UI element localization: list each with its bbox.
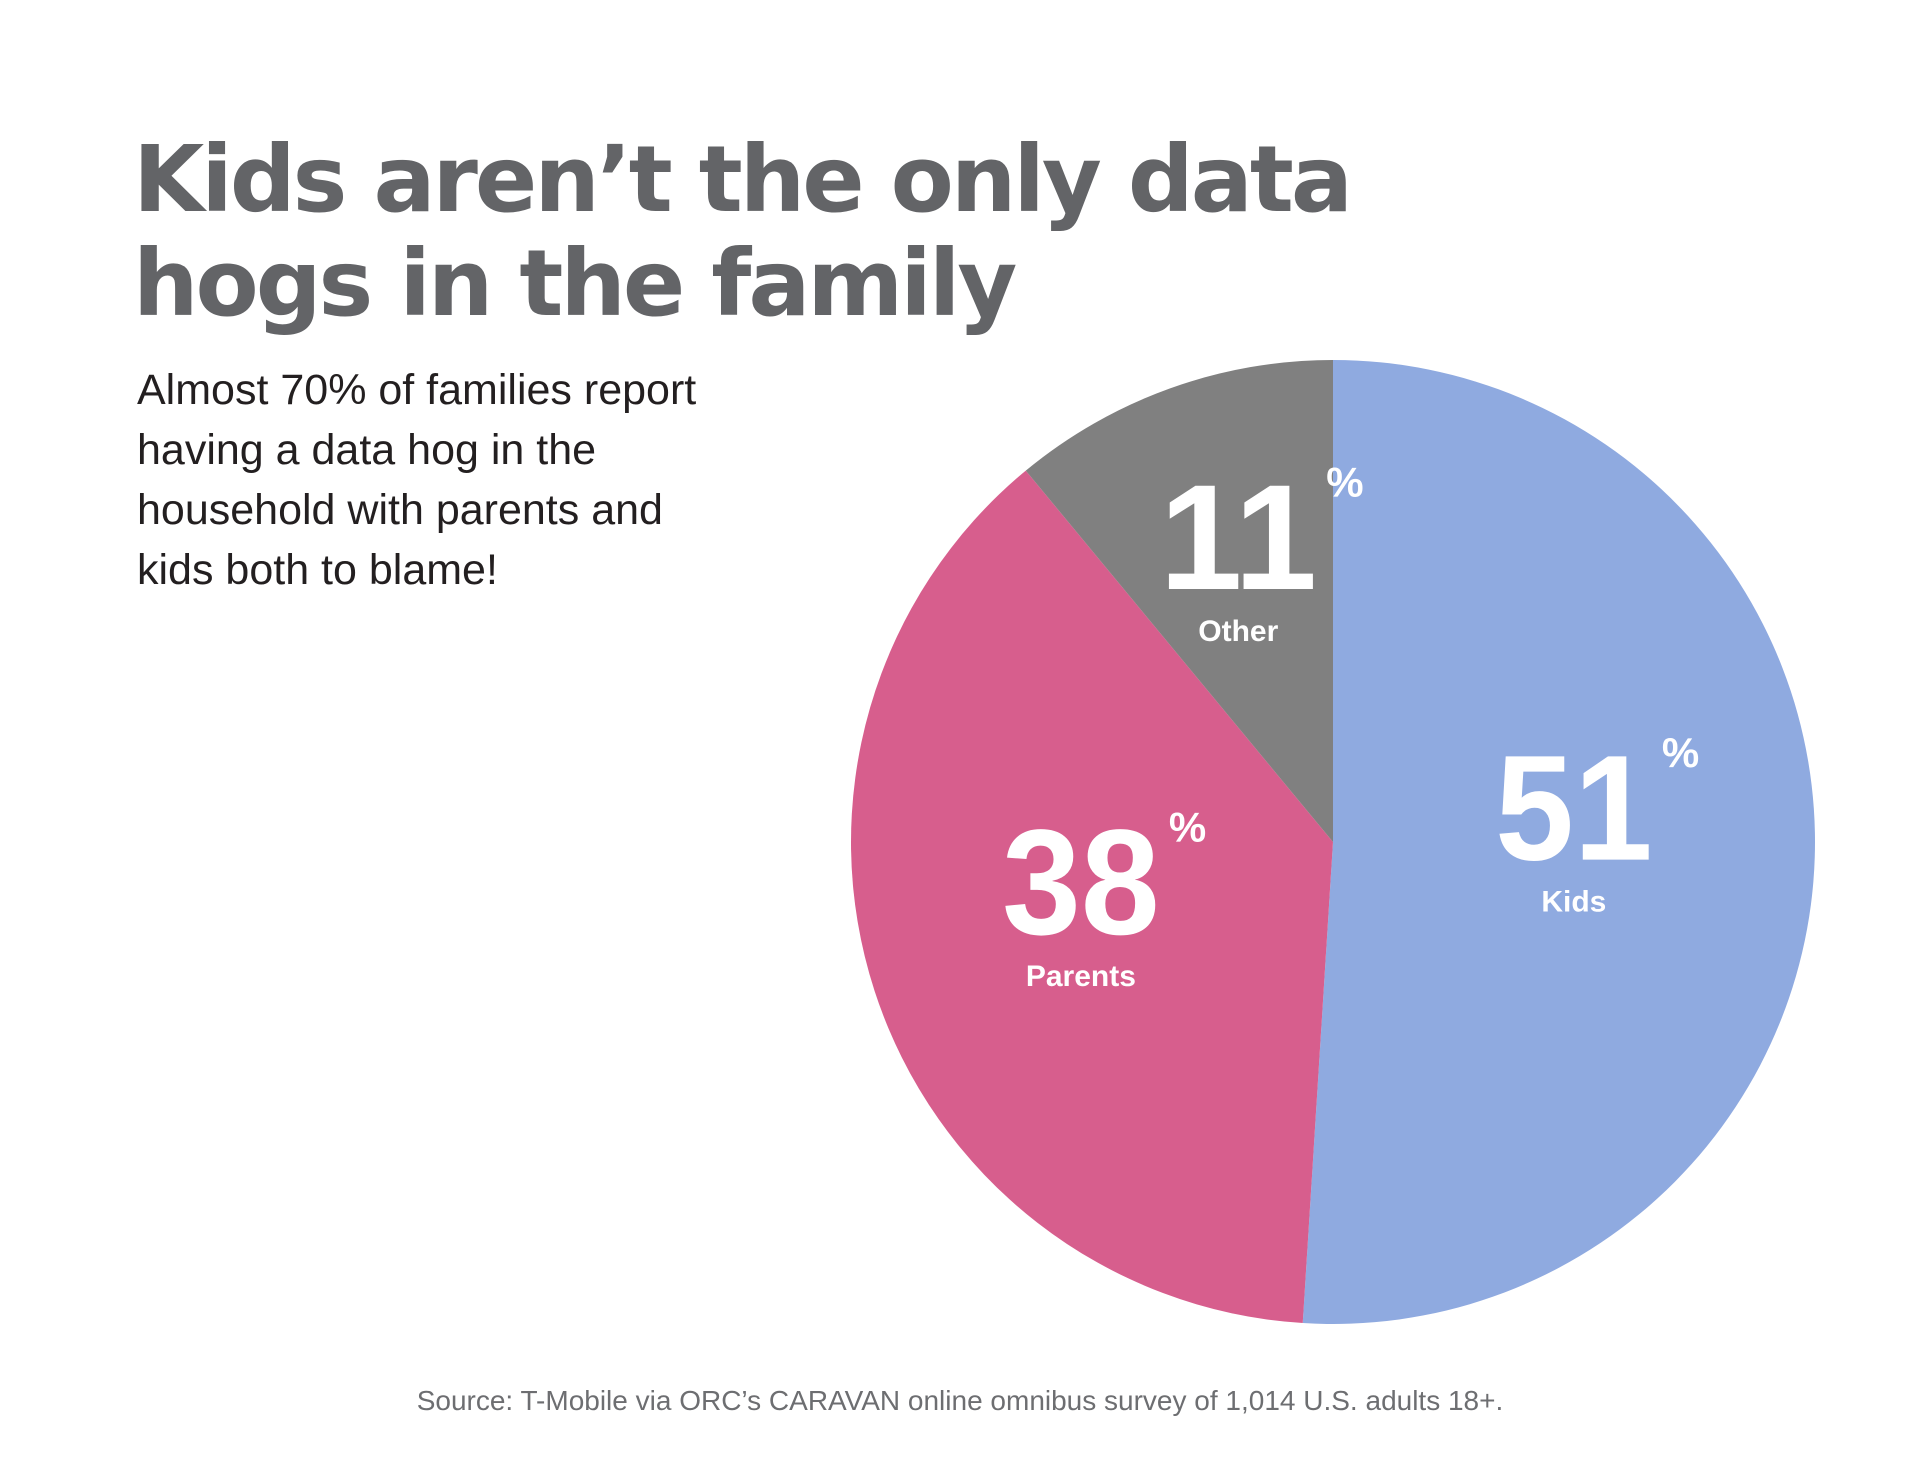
pie-slice-other — [1025, 360, 1333, 842]
slice-label-group-parents: 38 % Parents — [1002, 798, 1206, 993]
slice-unit-kids: % — [1662, 729, 1699, 776]
subtitle-line-1: Almost 70% of families report — [137, 366, 697, 414]
slice-label-other: Other — [1198, 615, 1278, 648]
slice-label-kids: Kids — [1541, 886, 1606, 919]
slice-value-parents: 38 — [1002, 798, 1160, 966]
pie-slice-kids — [1302, 360, 1815, 1324]
title-line-2: hogs in the family — [133, 230, 1017, 337]
slice-label-group-other: 11 % Other — [1160, 453, 1364, 648]
subtitle-line-3: household with parents and — [137, 486, 663, 534]
slice-unit-parents: % — [1169, 803, 1206, 850]
slice-label-group-kids: 51 % Kids — [1495, 724, 1699, 919]
subtitle-line-4: kids both to blame! — [137, 546, 498, 594]
slice-value-other: 11 — [1160, 453, 1318, 621]
chart-title: Kids aren’t the only data hogs in the fa… — [133, 126, 1353, 337]
subtitle-line-2: having a data hog in the — [137, 426, 597, 474]
title-line-1: Kids aren’t the only data — [133, 126, 1353, 233]
slice-value-kids: 51 — [1495, 724, 1653, 892]
slice-label-parents: Parents — [1026, 960, 1136, 993]
pie-slice-parents — [850, 470, 1333, 1324]
source-note: Source: T-Mobile via ORC’s CARAVAN onlin… — [416, 1385, 1504, 1416]
chart-subtitle: Almost 70% of families report having a d… — [137, 360, 837, 600]
slice-unit-other: % — [1326, 458, 1363, 505]
